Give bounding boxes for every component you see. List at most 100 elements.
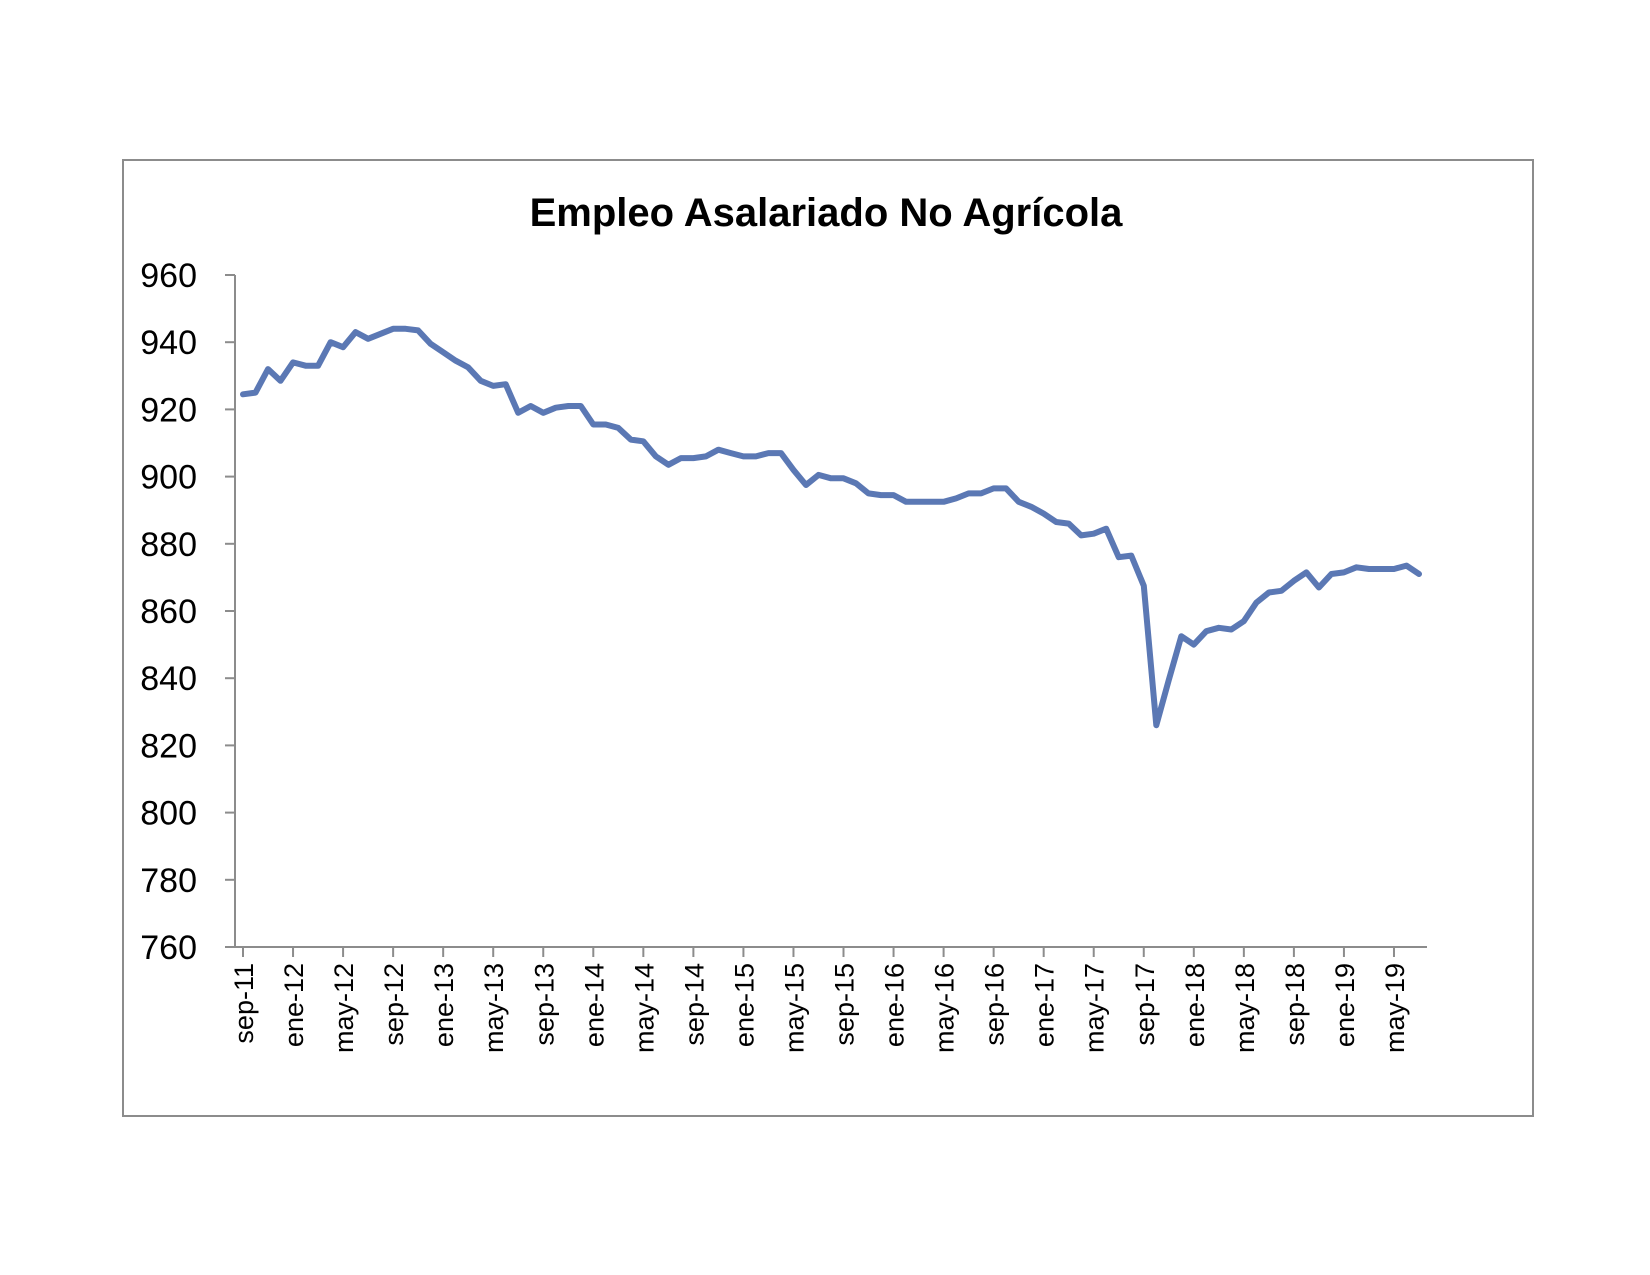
x-tick-label: sep-12 bbox=[379, 963, 409, 1046]
x-tick-label: may-16 bbox=[930, 963, 960, 1053]
data-point bbox=[1068, 523, 1070, 525]
data-point bbox=[280, 380, 281, 382]
data-point bbox=[242, 393, 244, 395]
x-tick-label: may-13 bbox=[479, 963, 509, 1053]
data-point bbox=[592, 424, 594, 425]
y-tick-label: 920 bbox=[140, 391, 197, 429]
series-line bbox=[240, 325, 1422, 729]
data-point bbox=[630, 439, 632, 441]
data-point bbox=[805, 484, 807, 486]
x-tick-label: ene-12 bbox=[279, 963, 309, 1047]
y-tick-label: 800 bbox=[140, 795, 197, 833]
data-point bbox=[717, 449, 719, 451]
y-tick-label: 840 bbox=[140, 660, 197, 698]
data-point bbox=[1055, 521, 1057, 523]
data-point bbox=[617, 427, 619, 429]
data-point bbox=[1030, 506, 1032, 508]
data-point bbox=[567, 405, 569, 407]
x-tick-label: may-19 bbox=[1380, 963, 1410, 1053]
data-point bbox=[580, 405, 582, 407]
data-point bbox=[1205, 630, 1207, 632]
x-tick-label: ene-14 bbox=[579, 963, 609, 1047]
data-point bbox=[555, 407, 557, 409]
data-point bbox=[980, 492, 982, 494]
data-point bbox=[1018, 501, 1020, 503]
data-point bbox=[1080, 534, 1082, 536]
data-point bbox=[1393, 568, 1395, 570]
data-point bbox=[517, 412, 519, 414]
data-point bbox=[692, 457, 694, 459]
data-point bbox=[1355, 566, 1357, 568]
x-tick-label: may-15 bbox=[779, 963, 809, 1053]
data-point bbox=[292, 361, 294, 363]
data-point bbox=[530, 405, 532, 407]
data-point bbox=[1143, 585, 1145, 587]
data-point bbox=[330, 341, 332, 343]
data-point bbox=[1305, 571, 1307, 573]
data-point bbox=[1243, 620, 1245, 622]
data-point bbox=[542, 412, 544, 414]
data-point bbox=[1381, 568, 1382, 570]
data-point bbox=[417, 329, 419, 331]
data-point bbox=[255, 392, 256, 394]
data-point bbox=[505, 383, 507, 385]
data-point bbox=[1343, 571, 1345, 573]
data-point bbox=[1406, 565, 1407, 567]
data-point bbox=[480, 380, 482, 382]
data-point bbox=[1180, 635, 1182, 637]
x-tick-label: sep-18 bbox=[1280, 963, 1310, 1046]
data-point bbox=[467, 366, 469, 368]
data-point bbox=[905, 501, 907, 503]
data-point bbox=[930, 501, 932, 503]
data-point bbox=[655, 455, 657, 457]
data-point bbox=[1043, 513, 1045, 515]
data-point bbox=[1005, 487, 1007, 489]
y-tick-label: 940 bbox=[140, 324, 197, 362]
y-tick-label: 780 bbox=[140, 862, 197, 900]
data-point bbox=[705, 455, 707, 457]
data-point bbox=[1368, 568, 1370, 570]
data-point bbox=[367, 338, 369, 340]
data-point bbox=[455, 360, 457, 362]
data-point bbox=[305, 365, 307, 367]
data-point bbox=[818, 474, 819, 476]
data-point bbox=[1218, 627, 1220, 629]
y-tick-label: 960 bbox=[140, 257, 197, 295]
data-point bbox=[742, 455, 744, 457]
data-point bbox=[1268, 592, 1270, 593]
data-point bbox=[405, 328, 407, 330]
data-point bbox=[968, 492, 970, 494]
x-tick-label: ene-17 bbox=[1030, 963, 1060, 1047]
line-chart: Empleo Asalariado No Agrícola 760 780 800 8… bbox=[140, 191, 1427, 1053]
x-tick-label: may-14 bbox=[629, 963, 659, 1053]
data-point bbox=[893, 494, 895, 496]
chart-title: Empleo Asalariado No Agrícola bbox=[530, 191, 1123, 235]
data-point bbox=[667, 464, 669, 466]
data-point bbox=[1318, 587, 1320, 588]
data-point bbox=[642, 440, 644, 442]
x-tick-label: sep-11 bbox=[229, 963, 259, 1044]
x-tick-label: ene-19 bbox=[1330, 963, 1360, 1047]
data-point bbox=[492, 385, 494, 387]
data-point bbox=[1118, 556, 1120, 558]
data-point bbox=[317, 365, 319, 367]
data-point bbox=[755, 455, 757, 457]
data-point bbox=[780, 452, 782, 454]
data-point bbox=[868, 492, 869, 494]
x-tick-label: may-17 bbox=[1080, 963, 1110, 1053]
x-tick-label: sep-17 bbox=[1130, 963, 1160, 1046]
y-tick-label: 880 bbox=[140, 526, 197, 564]
data-point bbox=[1293, 580, 1295, 582]
data-point bbox=[1330, 573, 1332, 575]
data-point bbox=[880, 494, 882, 496]
data-point bbox=[830, 477, 832, 479]
data-point bbox=[442, 351, 444, 353]
data-point bbox=[730, 452, 732, 454]
data-point bbox=[605, 424, 607, 425]
y-axis-ticks: 760 780 800 820 840 860 880 900 920 940 960 bbox=[140, 257, 235, 967]
y-tick-label: 760 bbox=[140, 929, 197, 967]
y-tick-label: 820 bbox=[140, 727, 197, 765]
data-point bbox=[680, 457, 682, 459]
x-tick-label: sep-15 bbox=[830, 963, 860, 1046]
data-point bbox=[1130, 555, 1132, 557]
